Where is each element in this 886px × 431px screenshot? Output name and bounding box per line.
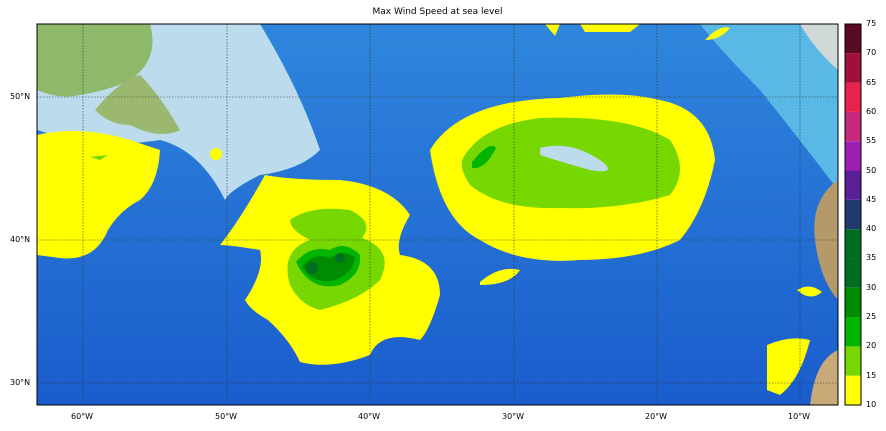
colorbar-bin bbox=[845, 317, 861, 347]
colorbar-tick: 70 bbox=[866, 48, 877, 58]
wind-30-35 bbox=[335, 253, 345, 263]
wind-30-35 bbox=[306, 262, 318, 274]
wind-20-25 bbox=[472, 145, 496, 169]
graticule bbox=[37, 24, 838, 405]
land-newfoundland bbox=[37, 24, 153, 97]
colorbar-tick: 60 bbox=[866, 106, 877, 116]
colorbar-bin bbox=[845, 82, 861, 112]
colorbar-tick: 45 bbox=[866, 194, 877, 204]
lon-label: 30°W bbox=[502, 412, 525, 421]
colorbar-tick: 25 bbox=[866, 312, 877, 322]
lon-label: 50°W bbox=[215, 412, 238, 421]
colorbar bbox=[844, 23, 862, 406]
colorbar-bin bbox=[845, 346, 861, 376]
land-greenland-edge bbox=[800, 24, 838, 70]
colorbar-bin bbox=[845, 111, 861, 142]
colorbar-tick: 30 bbox=[866, 282, 877, 292]
colorbar-bin bbox=[845, 24, 861, 54]
lat-label: 30°N bbox=[10, 378, 31, 387]
colorbar-bin bbox=[845, 170, 861, 200]
lat-label: 40°N bbox=[10, 235, 31, 244]
colorbar-bin bbox=[845, 229, 861, 259]
colorbar-bin bbox=[845, 287, 861, 318]
lat-label: 50°N bbox=[10, 92, 31, 101]
map-frame bbox=[36, 23, 839, 406]
colorbar-bin bbox=[845, 199, 861, 230]
lon-label: 20°W bbox=[645, 412, 668, 421]
colorbar-tick: 15 bbox=[866, 370, 877, 380]
map-title: Max Wind Speed at sea level bbox=[372, 7, 503, 17]
colorbar-bin bbox=[845, 53, 861, 83]
colorbar-bin bbox=[845, 258, 861, 288]
land-africa bbox=[810, 350, 838, 405]
colorbar-tick: 10 bbox=[866, 400, 877, 409]
colorbar-tick: 35 bbox=[866, 253, 877, 263]
colorbar-tick: 75 bbox=[866, 19, 877, 28]
colorbar-bin bbox=[845, 141, 861, 171]
lon-label: 40°W bbox=[358, 412, 381, 421]
land-newfoundland-island bbox=[95, 75, 180, 134]
colorbar-tick: 20 bbox=[866, 341, 877, 351]
colorbar-tick: 55 bbox=[866, 136, 877, 146]
colorbar-tick: 50 bbox=[866, 165, 877, 175]
shelf-europe bbox=[700, 24, 838, 190]
lon-label: 60°W bbox=[71, 412, 94, 421]
lon-label: 10°W bbox=[788, 412, 811, 421]
colorbar-tick: 65 bbox=[866, 77, 877, 87]
colorbar-bin bbox=[845, 375, 861, 405]
colorbar-tick: 40 bbox=[866, 224, 877, 234]
shelf-hole bbox=[540, 145, 608, 172]
colorbar-frame bbox=[844, 23, 862, 406]
